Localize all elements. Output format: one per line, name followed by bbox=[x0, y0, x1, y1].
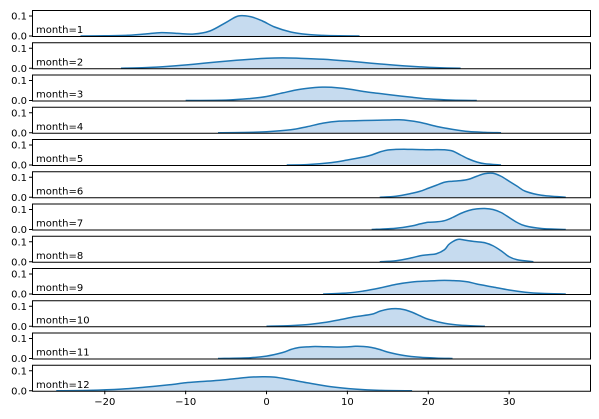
density-area bbox=[323, 280, 566, 294]
y-tick-label: 0.1 bbox=[11, 270, 27, 281]
x-tick-label: 20 bbox=[422, 397, 435, 408]
density-line bbox=[217, 118, 502, 134]
panel-frame bbox=[32, 10, 591, 37]
ridge-panel: 0.0 0.1 month=10 bbox=[11, 300, 591, 333]
density-line bbox=[323, 279, 566, 295]
panel-label: month=11 bbox=[36, 348, 90, 359]
ridge-panel: 0.0 0.1 month=9 bbox=[11, 268, 591, 301]
panel-frame bbox=[32, 171, 591, 199]
density-line bbox=[379, 238, 534, 263]
density-area bbox=[379, 239, 534, 262]
density-line bbox=[379, 172, 566, 198]
density-area bbox=[80, 15, 360, 36]
y-tick-label: 0.0 bbox=[11, 32, 27, 43]
ridge-panel: 0.0 0.1 month=7 bbox=[11, 203, 591, 236]
density-area bbox=[266, 308, 485, 327]
x-tick-label: −20 bbox=[94, 397, 115, 408]
y-tick-label: 0.1 bbox=[11, 76, 27, 87]
panel-label: month=6 bbox=[36, 186, 83, 197]
density-area bbox=[120, 57, 461, 69]
panel-frame bbox=[32, 42, 591, 70]
y-tick-label: 0.0 bbox=[11, 128, 27, 139]
density-line bbox=[120, 57, 461, 69]
panel-frame bbox=[32, 139, 591, 166]
y-tick-label: 0.0 bbox=[11, 257, 27, 268]
x-tick-label: 30 bbox=[503, 397, 516, 408]
y-tick-label: 0.1 bbox=[11, 237, 27, 248]
density-line bbox=[266, 307, 485, 327]
y-tick-label: 0.0 bbox=[11, 322, 27, 333]
ridge-panel: 0.0 0.1 month=11 bbox=[11, 332, 591, 365]
panel-frame bbox=[32, 268, 591, 295]
y-tick-label: 0.1 bbox=[11, 12, 27, 23]
density-line bbox=[371, 207, 566, 231]
panel-label: month=1 bbox=[36, 25, 83, 36]
panel-frame bbox=[32, 235, 591, 263]
panel-frame bbox=[32, 332, 591, 360]
y-tick-label: 0.1 bbox=[11, 205, 27, 216]
x-tick-label: −10 bbox=[175, 397, 196, 408]
panel-label: month=10 bbox=[36, 315, 90, 326]
y-tick-label: 0.1 bbox=[11, 108, 27, 119]
y-tick-label: 0.0 bbox=[11, 96, 27, 107]
ridge-panel: 0.0 0.1 month=2 bbox=[11, 42, 591, 75]
density-line bbox=[185, 86, 477, 102]
density-line bbox=[217, 345, 453, 360]
density-area bbox=[218, 346, 453, 359]
density-area bbox=[379, 173, 566, 198]
y-tick-label: 0.0 bbox=[11, 354, 27, 365]
panel-label: month=5 bbox=[36, 154, 83, 165]
y-tick-label: 0.0 bbox=[11, 64, 27, 75]
panel-label: month=4 bbox=[36, 122, 83, 133]
ridge-panel: 0.0 0.1 month=1 bbox=[11, 10, 591, 43]
x-tick-label: 10 bbox=[341, 397, 354, 408]
panel-label: month=3 bbox=[36, 90, 83, 101]
y-tick-label: 0.0 bbox=[11, 193, 27, 204]
density-area bbox=[218, 119, 502, 133]
density-line bbox=[56, 375, 413, 392]
y-tick-label: 0.0 bbox=[11, 386, 27, 397]
panel-label: month=7 bbox=[36, 219, 83, 230]
panel-frame bbox=[32, 106, 591, 134]
y-tick-label: 0.1 bbox=[11, 44, 27, 55]
y-tick-label: 0.0 bbox=[11, 225, 27, 236]
y-tick-label: 0.1 bbox=[11, 173, 27, 184]
y-tick-label: 0.0 bbox=[11, 290, 27, 301]
x-tick-label: 0 bbox=[263, 397, 269, 408]
panel-label: month=9 bbox=[36, 283, 83, 294]
density-line bbox=[80, 14, 360, 37]
density-area bbox=[286, 149, 502, 165]
ridge-panel: 0.0 0.1 month=4 bbox=[11, 106, 591, 139]
y-tick-label: 0.1 bbox=[11, 141, 27, 152]
panel-label: month=8 bbox=[36, 251, 83, 262]
ridge-panel: 0.0 0.1 month=12 bbox=[11, 364, 591, 397]
y-tick-label: 0.1 bbox=[11, 334, 27, 345]
ridge-panel: 0.0 0.1 month=8 bbox=[11, 235, 591, 268]
y-tick-label: 0.0 bbox=[11, 161, 27, 172]
panel-label: month=12 bbox=[36, 380, 90, 391]
y-tick-label: 0.1 bbox=[11, 366, 27, 377]
panel-frame bbox=[32, 364, 591, 392]
y-tick-label: 0.1 bbox=[11, 302, 27, 313]
panel-frame bbox=[32, 203, 591, 231]
density-line bbox=[286, 148, 502, 166]
panel-frame bbox=[32, 74, 591, 102]
density-area bbox=[371, 208, 566, 230]
panel-frame bbox=[32, 300, 591, 328]
ridge-panel: 0.0 0.1 month=5 bbox=[11, 139, 591, 172]
panel-label: month=2 bbox=[36, 57, 83, 68]
ridge-panel: 0.0 0.1 month=3 bbox=[11, 74, 591, 107]
ridge-panel: 0.0 0.1 month=6 bbox=[11, 171, 591, 204]
